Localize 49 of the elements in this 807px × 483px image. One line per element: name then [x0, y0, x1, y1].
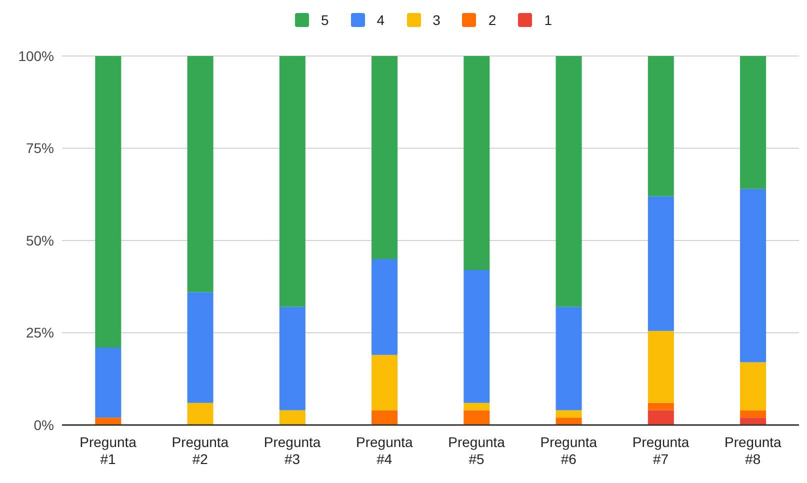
bar [648, 402, 674, 410]
bar [95, 418, 122, 425]
bar [648, 196, 674, 331]
bar [372, 410, 398, 425]
bar [740, 188, 766, 362]
x-tick-label: Pregunta #2 [172, 434, 229, 467]
legend-label: 1 [544, 12, 552, 28]
bar [279, 306, 306, 410]
y-tick-label: 50% [26, 232, 54, 248]
y-tick-label: 100% [18, 48, 54, 64]
bar [556, 418, 582, 425]
x-tick-label: Pregunta #3 [264, 434, 321, 467]
x-tick-label: Pregunta #6 [540, 434, 598, 467]
bar [187, 402, 214, 425]
bar [648, 330, 674, 403]
bar [464, 270, 490, 403]
bar [740, 410, 766, 418]
bar [279, 410, 306, 425]
bar [648, 410, 674, 425]
bar [556, 410, 582, 418]
y-tick-label: 75% [26, 140, 54, 156]
bar [187, 292, 214, 403]
bar [95, 348, 122, 418]
legend-label: 3 [432, 12, 440, 28]
bar [740, 362, 766, 410]
bar [464, 410, 490, 425]
x-tick-label: Pregunta #1 [80, 434, 137, 467]
x-tick-label: Pregunta #5 [448, 434, 506, 467]
bar [372, 56, 398, 259]
legend-label: 5 [321, 12, 329, 28]
bar [740, 418, 766, 425]
bar [372, 354, 398, 410]
bar [556, 306, 582, 410]
bar [372, 258, 398, 355]
bar [740, 56, 766, 189]
bar [95, 56, 122, 348]
bar [279, 56, 306, 307]
bar [648, 56, 674, 196]
legend-label: 2 [488, 12, 496, 28]
bar [464, 402, 490, 410]
x-tick-label: Pregunta #7 [632, 434, 690, 467]
x-tick-label: Pregunta #4 [356, 434, 414, 467]
legend-label: 4 [376, 12, 385, 28]
bar [556, 56, 582, 307]
bar [187, 56, 214, 292]
bar [464, 56, 490, 270]
y-tick-label: 0% [34, 416, 54, 433]
y-tick-label: 25% [26, 324, 54, 341]
x-tick-label: Pregunta #8 [724, 434, 782, 467]
